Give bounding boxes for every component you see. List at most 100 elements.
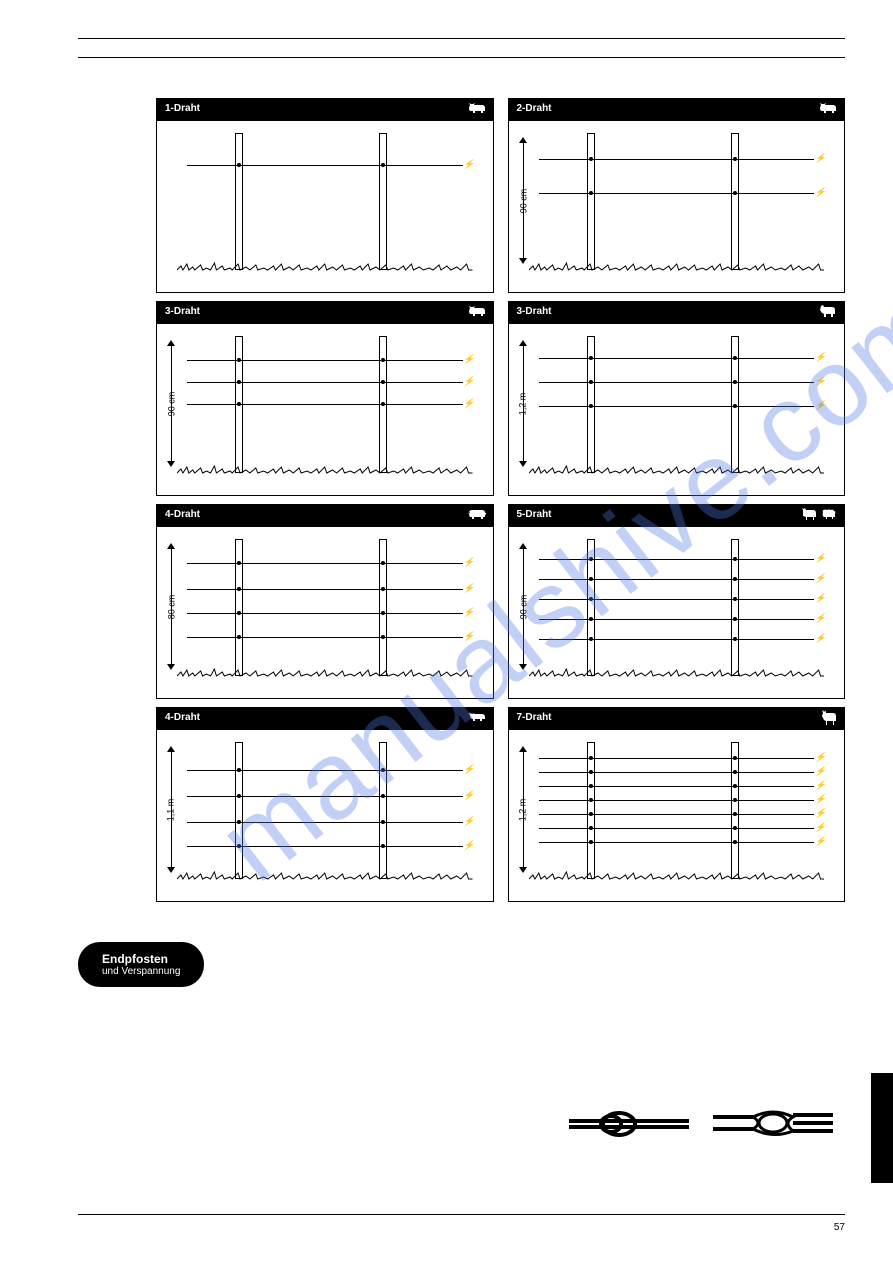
- grass-line: [529, 260, 825, 274]
- lightning-icon: ⚡: [815, 808, 826, 819]
- panel-title: 5-Draht: [517, 509, 552, 520]
- lightning-icon: ⚡: [463, 376, 474, 387]
- fence-wire: [187, 589, 463, 590]
- height-label: 90 cm: [518, 594, 528, 619]
- lightning-icon: ⚡: [815, 613, 826, 624]
- deer-icon: [820, 710, 838, 728]
- fence-panel-7: 7-Draht1,2 m⚡⚡⚡⚡⚡⚡⚡: [508, 707, 846, 902]
- fence-post: [379, 539, 387, 676]
- fence-diagram: 90 cm ⚡ ⚡ ⚡ ⚡ ⚡: [509, 527, 845, 700]
- fence-post: [235, 133, 243, 270]
- horse-icon: [818, 304, 838, 320]
- fence-wire: [539, 382, 815, 383]
- reef-knot: [713, 1103, 833, 1143]
- lightning-icon: ⚡: [463, 583, 474, 594]
- panel-title-bar: 3-Draht: [509, 302, 845, 324]
- fence-panel-6: 4-Draht1,1 m⚡⚡⚡⚡: [156, 707, 494, 902]
- rabbit-icon: [467, 710, 487, 724]
- height-label: 90 cm: [166, 391, 176, 416]
- fence-wire: [539, 159, 815, 160]
- panel-title: 7-Draht: [517, 712, 552, 723]
- fence-wire: [539, 758, 815, 759]
- grass-line: [529, 666, 825, 680]
- lightning-icon: ⚡: [815, 633, 826, 644]
- lightning-icon: ⚡: [463, 764, 474, 775]
- panel-title: 3-Draht: [517, 306, 552, 317]
- fence-diagram: ⚡: [157, 121, 493, 294]
- fence-wire: [539, 772, 815, 773]
- fence-wire: [187, 822, 463, 823]
- height-label: 90 cm: [518, 188, 528, 213]
- grass-line: [529, 463, 825, 477]
- fence-wire: [187, 563, 463, 564]
- sheep-icon: [820, 507, 838, 523]
- lightning-icon: ⚡: [463, 840, 474, 851]
- panel-title-bar: 1-Draht: [157, 99, 493, 121]
- fence-panel-5: 5-Draht 90 cm ⚡ ⚡ ⚡ ⚡ ⚡: [508, 504, 846, 699]
- grass-line: [177, 869, 473, 883]
- fence-post: [379, 742, 387, 879]
- lightning-icon: ⚡: [815, 573, 826, 584]
- height-arrow: 1,2 m: [517, 746, 531, 873]
- lightning-icon: ⚡: [463, 607, 474, 618]
- fence-wire: [539, 639, 815, 640]
- figure-eight-knot: [569, 1103, 689, 1143]
- fence-post: [587, 742, 595, 879]
- panel-title-bar: 2-Draht: [509, 99, 845, 121]
- lightning-icon: ⚡: [463, 631, 474, 642]
- lightning-icon: ⚡: [815, 352, 826, 363]
- lightning-icon: ⚡: [815, 836, 826, 847]
- fence-diagram: 1,2 m⚡⚡⚡⚡⚡⚡⚡: [509, 730, 845, 903]
- fence-wire: [539, 559, 815, 560]
- pill-title: Endpfosten: [102, 952, 180, 966]
- panel-title: 3-Draht: [165, 306, 200, 317]
- knot-diagrams: [569, 1103, 833, 1143]
- fence-diagram: 80 cm⚡⚡⚡⚡: [157, 527, 493, 700]
- fence-diagram: 90 cm⚡⚡: [509, 121, 845, 294]
- lightning-icon: ⚡: [463, 354, 474, 365]
- fence-wire: [539, 579, 815, 580]
- lightning-icon: ⚡: [815, 752, 826, 763]
- panel-title-bar: 7-Draht: [509, 708, 845, 730]
- panel-title-bar: 3-Draht: [157, 302, 493, 324]
- height-arrow: 90 cm: [165, 340, 179, 467]
- height-arrow: 90 cm: [517, 543, 531, 670]
- panel-title-bar: 5-Draht: [509, 505, 845, 527]
- panel-title: 2-Draht: [517, 103, 552, 114]
- fence-wire: [539, 814, 815, 815]
- footer-rule: [78, 1214, 845, 1215]
- cow-icon: [467, 304, 487, 320]
- fence-post: [731, 133, 739, 270]
- height-label: 1,2 m: [517, 798, 527, 821]
- fence-diagram: 1,2 m⚡⚡⚡: [509, 324, 845, 497]
- panel-title: 4-Draht: [165, 509, 200, 520]
- height-arrow: 80 cm: [165, 543, 179, 670]
- panel-title-bar: 4-Draht: [157, 505, 493, 527]
- pig-icon: [467, 507, 487, 523]
- end-post-pill: Endpfosten und Verspannung: [78, 942, 204, 987]
- fence-diagram: 90 cm⚡⚡⚡: [157, 324, 493, 497]
- fence-wire: [539, 828, 815, 829]
- lightning-icon: ⚡: [815, 794, 826, 805]
- fence-wire: [187, 846, 463, 847]
- height-label: 1,2 m: [517, 392, 527, 415]
- page-number: 57: [834, 1222, 845, 1233]
- fence-wire: [187, 796, 463, 797]
- fence-wire: [539, 599, 815, 600]
- height-label: 80 cm: [166, 594, 176, 619]
- fence-post: [235, 539, 243, 676]
- lightning-icon: ⚡: [463, 790, 474, 801]
- fence-wire: [539, 358, 815, 359]
- height-label: 1,1 m: [165, 798, 175, 821]
- fence-wire: [539, 786, 815, 787]
- fence-wire: [539, 842, 815, 843]
- lightning-icon: ⚡: [815, 593, 826, 604]
- fence-panel-4: 4-Draht80 cm⚡⚡⚡⚡: [156, 504, 494, 699]
- lightning-icon: ⚡: [463, 816, 474, 827]
- height-arrow: 90 cm: [517, 137, 531, 264]
- fence-panel-2: 3-Draht90 cm⚡⚡⚡: [156, 301, 494, 496]
- fence-post: [587, 133, 595, 270]
- lightning-icon: ⚡: [815, 187, 826, 198]
- height-arrow: 1,2 m: [517, 340, 531, 467]
- lightning-icon: ⚡: [815, 553, 826, 564]
